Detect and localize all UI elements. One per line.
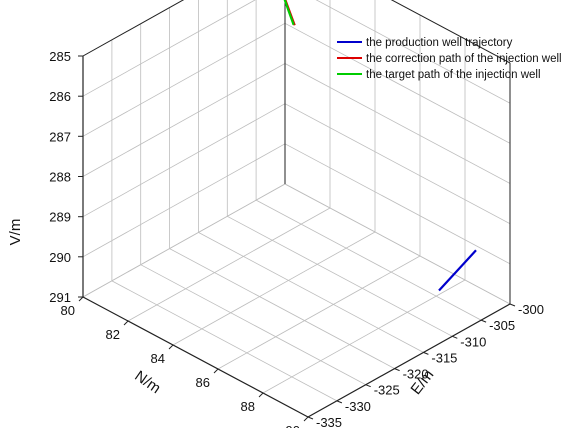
grid-floor-e: [255, 199, 482, 321]
v-tick-label: 287: [49, 129, 71, 144]
grid-wall-n-horizontal: [82, 0, 184, 57]
e-tick-mark: [452, 335, 458, 339]
v-tick-label: 291: [49, 290, 71, 305]
frame-edge-n-axis: [82, 296, 309, 418]
grid-floor-e: [111, 280, 338, 402]
grid-floor-e: [198, 232, 424, 353]
e-tick-mark: [423, 351, 429, 355]
legend-label-correction: the correction path of the injection wel…: [366, 53, 562, 65]
grid-wall-e-horizontal: [284, 183, 511, 305]
e-tick-label: -310: [460, 334, 486, 349]
e-tick-mark: [336, 400, 343, 404]
grid-floor-n: [217, 255, 421, 370]
e-tick-label: -300: [518, 302, 544, 317]
v-tick-label: 290: [49, 250, 71, 265]
e-tick-mark: [307, 416, 314, 420]
series-line-1: [284, 0, 296, 26]
e-tick-mark: [480, 319, 487, 323]
grid-floor-n: [262, 279, 466, 394]
n-tick-label: 80: [61, 303, 75, 318]
grid-wall-n-horizontal: [82, 63, 286, 177]
grid-wall-n-horizontal: [82, 22, 286, 137]
series-line-0: [438, 249, 477, 292]
grid-wall-e-horizontal: [284, 103, 511, 225]
tick-labels: 80 82 84 86 88 90 -300-305-310-315-320-325-330…: [49, 49, 544, 428]
grid-wall-n-horizontal: [82, 183, 286, 298]
e-tick-label: -325: [374, 383, 400, 398]
n-tick-label: 82: [106, 327, 120, 342]
n-tick-mark: [258, 392, 264, 398]
e-tick-label: -335: [316, 415, 342, 428]
n-tick-label: 84: [151, 351, 165, 366]
e-tick-label: -330: [345, 399, 371, 414]
grid-floor-n: [172, 231, 376, 346]
grid-wall-e-horizontal: [284, 22, 511, 144]
n-tick-mark: [303, 416, 309, 422]
n-tick-mark: [78, 296, 84, 302]
e-tick-mark: [509, 303, 516, 307]
series-line-2: [283, 0, 295, 26]
v-tick-label: 288: [49, 170, 71, 185]
e-tick-label: -320: [403, 367, 429, 382]
n-tick-label: 90: [286, 423, 300, 428]
n-tick-label: 86: [196, 375, 210, 390]
grid-floor-n: [127, 207, 331, 322]
series-lines: [283, 0, 477, 292]
grid-wall-e-horizontal: [315, 0, 511, 104]
v-tick-label: 289: [49, 210, 71, 225]
e-tick-mark: [365, 384, 371, 388]
v-tick-label: 285: [49, 49, 71, 64]
grid-wall-e-horizontal: [284, 143, 511, 265]
frame-edge-top-right: [390, 0, 511, 64]
frame-edge-e-axis: [307, 303, 511, 418]
n-tick-mark: [123, 320, 129, 326]
grid-floor-e: [140, 264, 366, 386]
n-tick-mark: [168, 344, 174, 350]
legend-label-production: the production well trajectory: [366, 37, 513, 49]
z-axis-label: V/m: [7, 219, 24, 246]
n-tick-label: 88: [241, 399, 255, 414]
legend-label-target: the target path of the injection well: [366, 69, 541, 81]
e-tick-label: -305: [489, 318, 515, 333]
v-tick-label: 286: [49, 89, 71, 104]
x-axis-label: N/m: [131, 367, 163, 397]
frame-edge-top-left: [82, 0, 185, 57]
grid-wall-n-horizontal: [82, 143, 286, 258]
e-tick-label: -315: [431, 350, 457, 365]
grid-floor-e: [227, 215, 453, 337]
grid-wall-n-horizontal: [82, 0, 256, 97]
grid-wall-e-horizontal: [284, 63, 511, 184]
grid-wall-n-horizontal: [82, 103, 286, 218]
n-tick-mark: [213, 368, 219, 374]
e-tick-mark: [394, 368, 400, 372]
legend: the production well trajectory the corre…: [337, 37, 562, 81]
grid-floor-e: [169, 248, 395, 369]
